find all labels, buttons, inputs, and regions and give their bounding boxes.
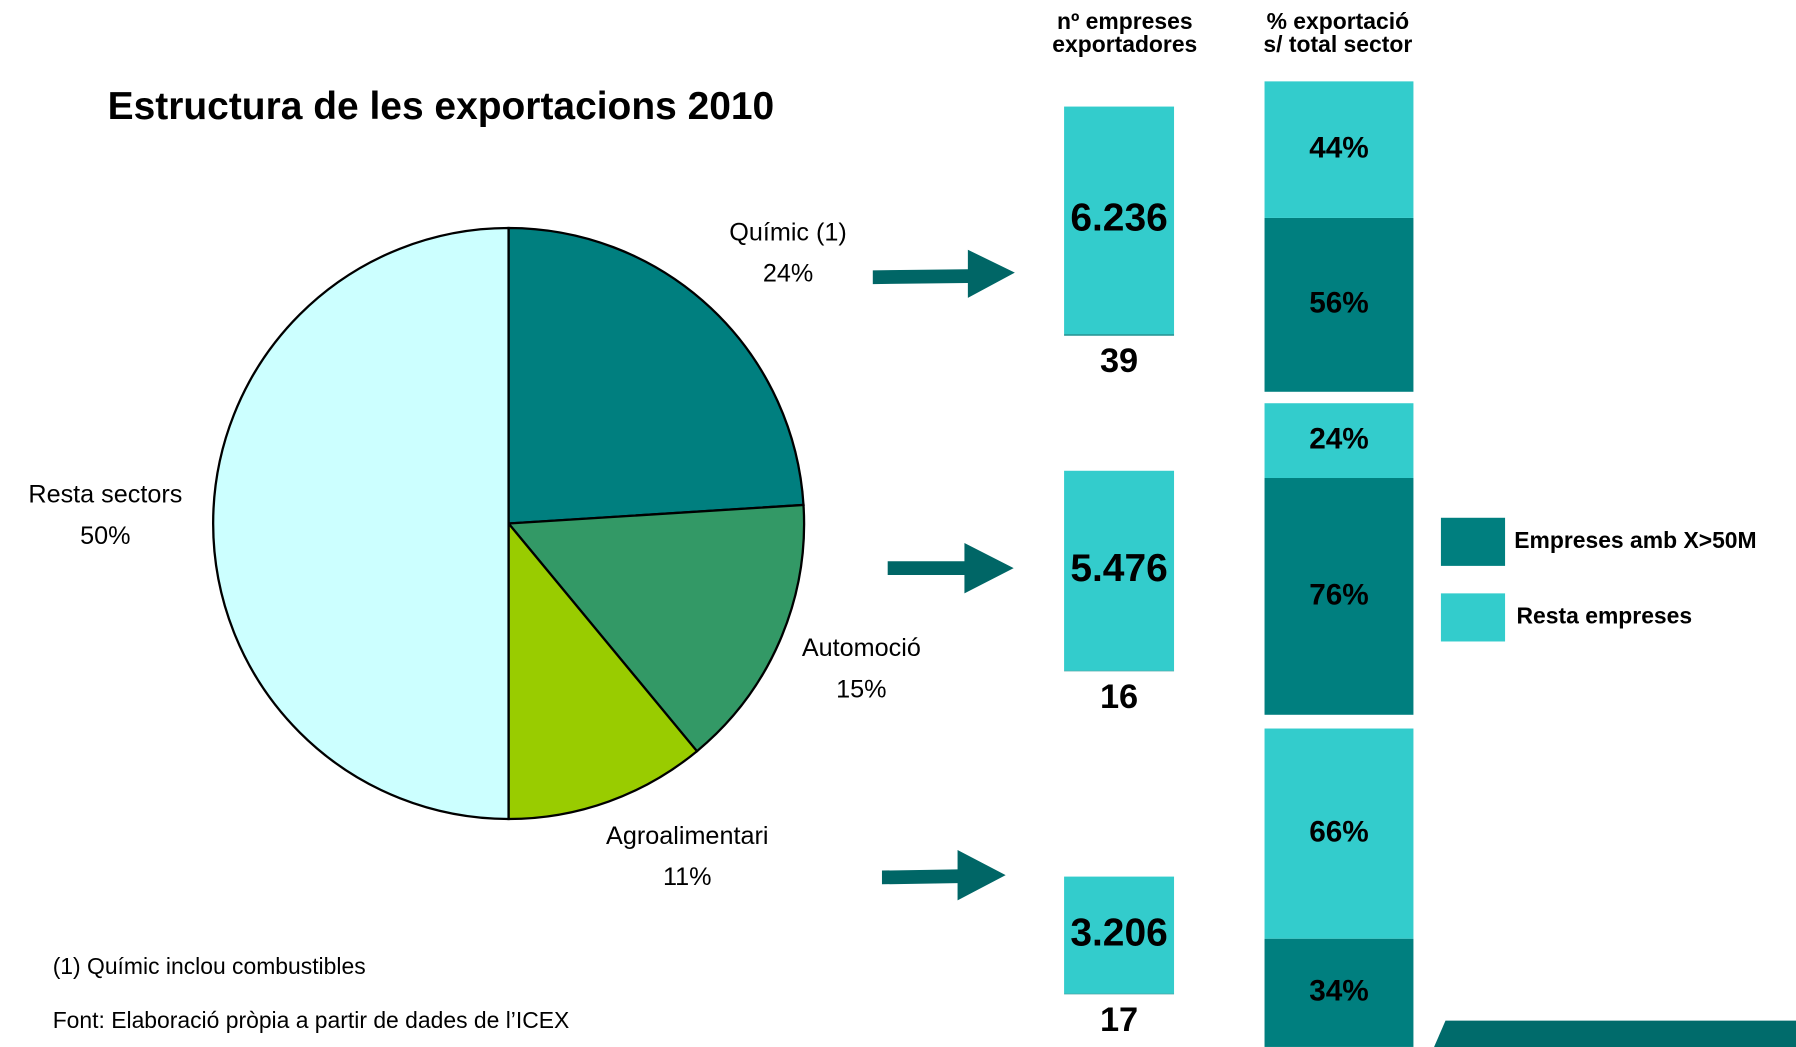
- bar-segment: [1064, 470, 1175, 671]
- footnote: (1) Químic inclou combustibles: [53, 953, 366, 979]
- legend-swatch: [1440, 593, 1506, 642]
- column-header: nº empreses: [1057, 8, 1193, 34]
- pie-slice: [211, 226, 510, 821]
- bar-segment: [1264, 403, 1414, 479]
- footnote: Font: Elaboració pròpia a partir de dade…: [53, 1007, 570, 1033]
- bar-value-label: 24%: [1309, 422, 1369, 455]
- bar-value-label: 3.206: [1070, 911, 1167, 954]
- slice-value: 50%: [80, 522, 130, 550]
- pie-slice: [507, 226, 805, 525]
- pie-slice: [507, 520, 699, 821]
- slice-label: Químic (1): [729, 218, 847, 246]
- bar-segment: [1064, 106, 1175, 335]
- arrow: [887, 542, 1014, 594]
- bar-segment: [1264, 728, 1414, 939]
- bar-segment: [1064, 993, 1175, 995]
- column-header: % exportació: [1267, 8, 1409, 34]
- legend-label: Resta empreses: [1517, 602, 1693, 628]
- slice-value: 11%: [663, 863, 712, 891]
- pie-slice: [506, 503, 806, 753]
- bar-value-label: 5.476: [1070, 547, 1167, 590]
- corner-decoration: [1434, 1020, 1796, 1047]
- slice-label: Agroalimentari: [606, 822, 768, 850]
- bar-value-label: 76%: [1309, 578, 1369, 611]
- slice-label: Resta sectors: [28, 481, 182, 509]
- bar-value-label: 44%: [1309, 132, 1369, 165]
- bar-value-label: 66%: [1309, 815, 1369, 848]
- slice-value: 15%: [836, 675, 886, 703]
- chart-title: Estructura de les exportacions 2010: [108, 85, 775, 128]
- column-header: exportadores: [1052, 31, 1197, 57]
- bar-segment: [1264, 478, 1414, 715]
- column-header: s/ total sector: [1263, 31, 1412, 57]
- bar-value-label: 56%: [1309, 287, 1369, 320]
- bar-value-label: 17: [1100, 1001, 1138, 1039]
- arrow: [881, 849, 1006, 901]
- bar-segment: [1064, 670, 1175, 672]
- bar-value-label: 39: [1100, 342, 1138, 380]
- bar-value-label: 16: [1100, 678, 1138, 716]
- slice-label: Automoció: [802, 634, 921, 662]
- bar-value-label: 34%: [1309, 975, 1369, 1008]
- slice-value: 24%: [763, 260, 813, 288]
- arrow: [872, 249, 1015, 298]
- legend-label: Empreses amb X>50M: [1514, 527, 1756, 553]
- bar-value-label: 6.236: [1070, 197, 1167, 240]
- bar-segment: [1264, 81, 1414, 218]
- bar-segment: [1064, 876, 1175, 994]
- bar-segment: [1064, 334, 1175, 336]
- bar-segment: [1264, 217, 1414, 392]
- legend-swatch: [1440, 517, 1506, 566]
- bar-segment: [1264, 938, 1414, 1047]
